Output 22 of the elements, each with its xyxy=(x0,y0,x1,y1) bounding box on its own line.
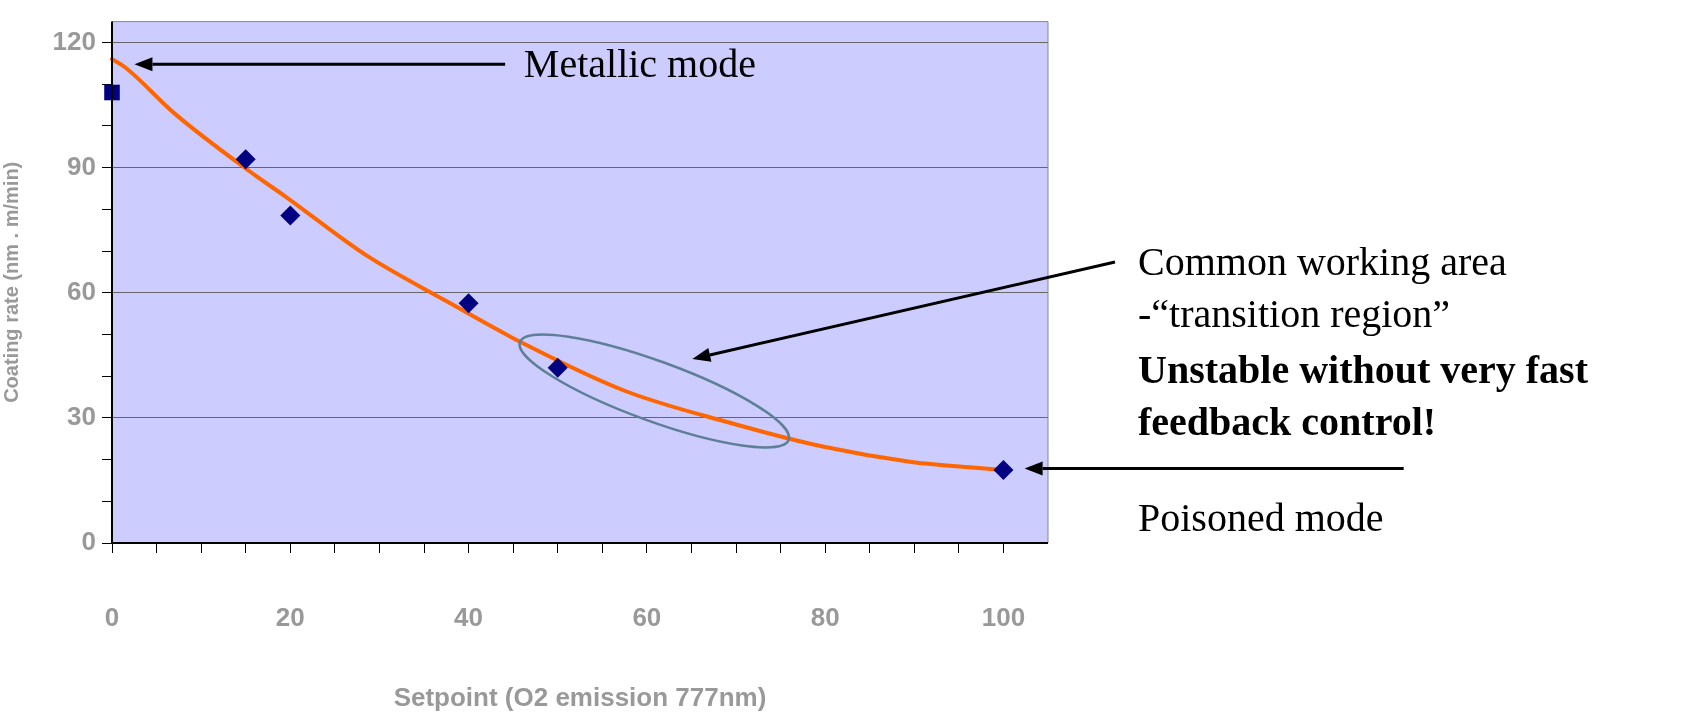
point xyxy=(458,293,479,314)
y-tick-label: 0 xyxy=(81,526,96,557)
x-tick-label: 80 xyxy=(810,601,840,632)
x-tick-label: 40 xyxy=(454,601,484,632)
text: Unstable without very fast feedback control! xyxy=(1138,346,1589,446)
x-tick-label: 20 xyxy=(275,601,305,632)
point xyxy=(280,205,301,226)
annotation: Metallic mode xyxy=(523,40,756,89)
y-tick-label: 30 xyxy=(67,401,96,432)
point xyxy=(235,149,256,170)
y-tick-label: 60 xyxy=(67,275,96,306)
point xyxy=(993,460,1014,480)
point xyxy=(547,357,568,378)
y-axis-title: Coating rate (nm . m/min) xyxy=(0,161,22,403)
x-tick-label: 100 xyxy=(981,601,1026,632)
text: Poisoned mode xyxy=(1138,494,1384,543)
x-axis-title: Setpoint (O2 emission 777nm) xyxy=(393,681,767,712)
x-tick-label: 0 xyxy=(104,601,120,632)
y-tick-label: 120 xyxy=(52,25,96,56)
x-tick-label: 60 xyxy=(632,601,662,632)
text: Common working area -“transition region” xyxy=(1138,237,1507,338)
y-tick-label: 90 xyxy=(67,150,96,181)
